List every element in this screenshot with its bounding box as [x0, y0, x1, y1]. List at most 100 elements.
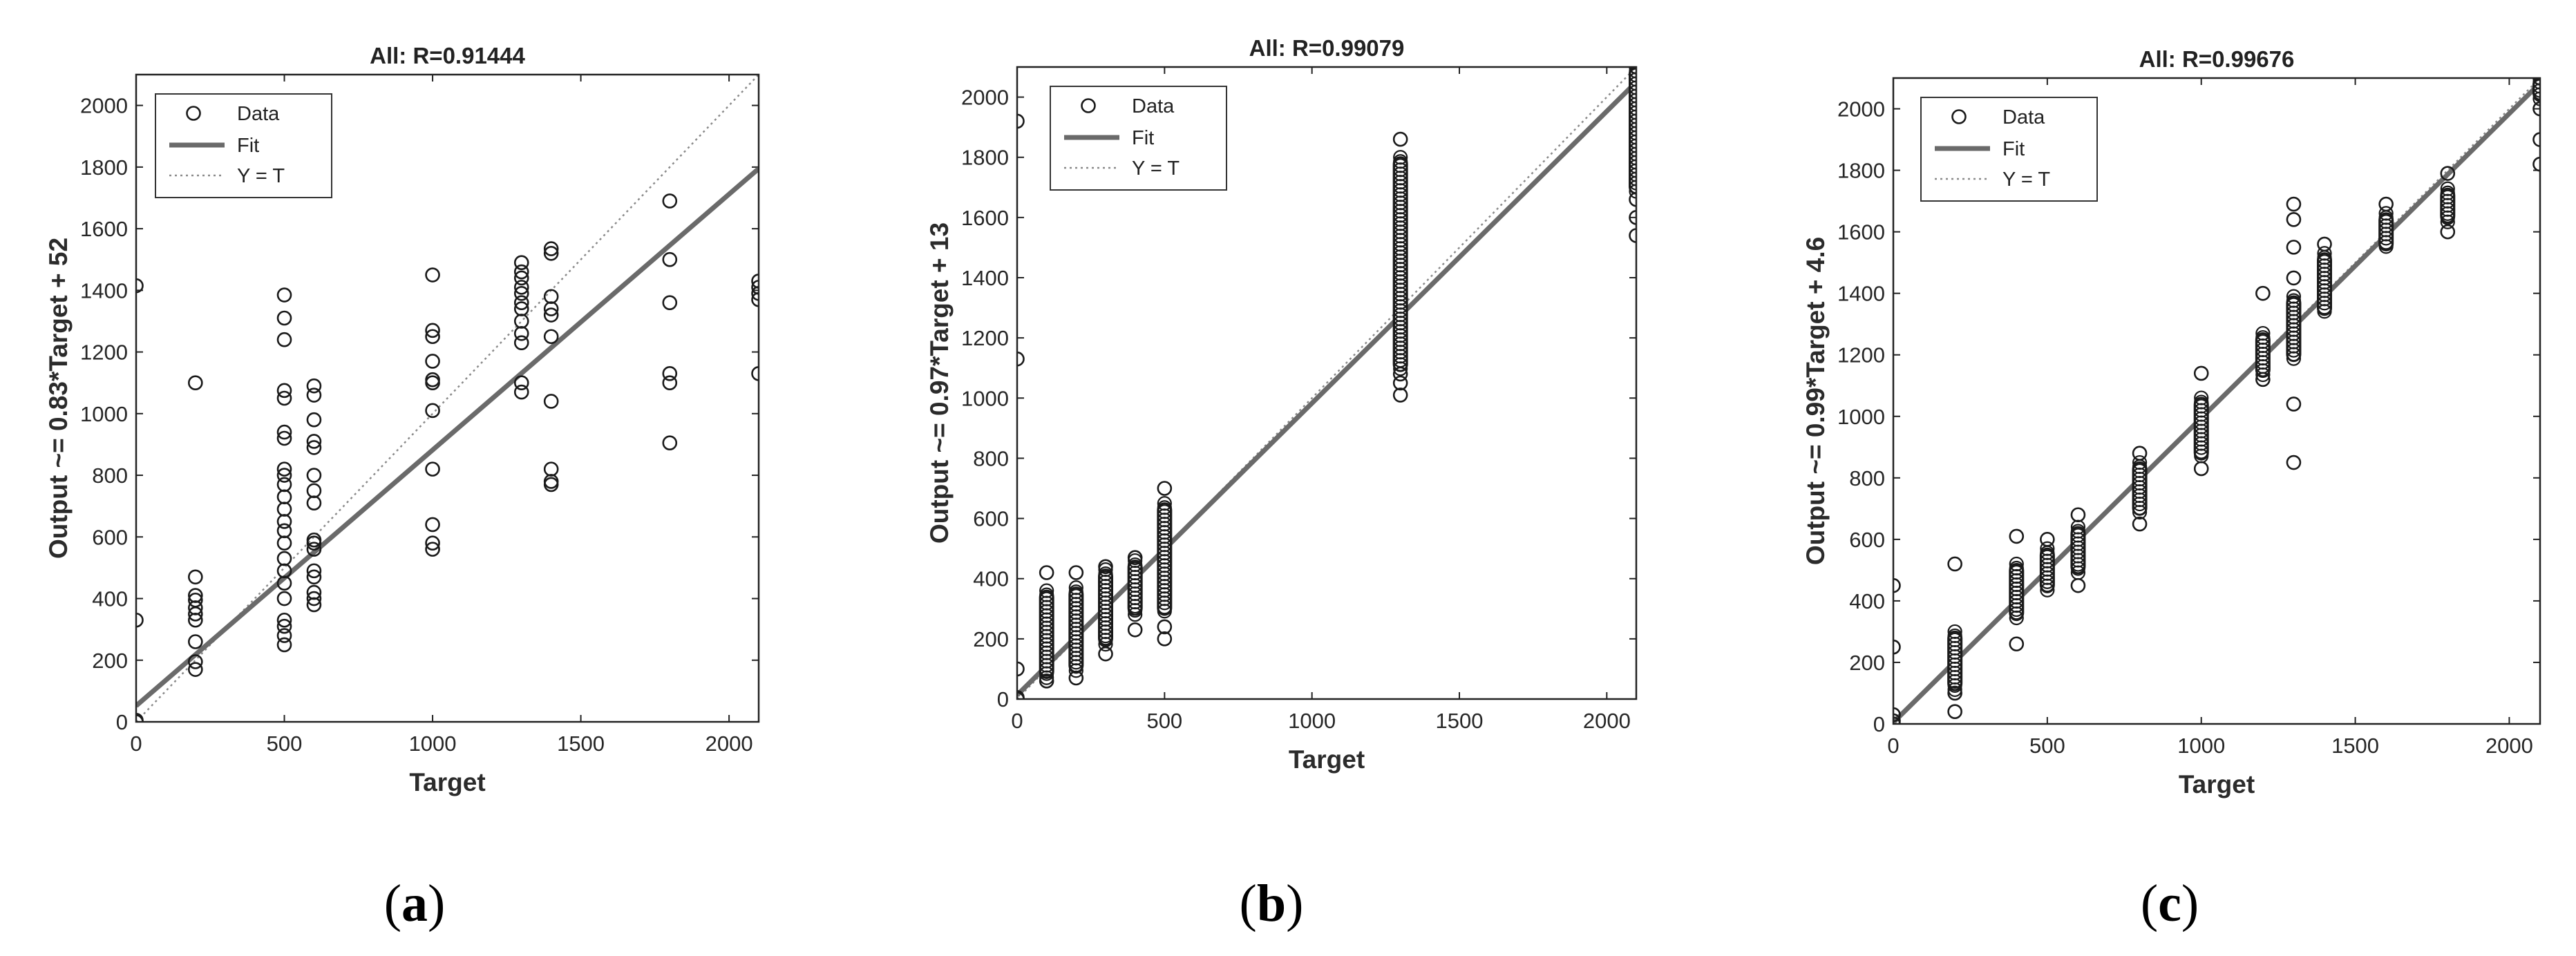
y-axis-label: Output ~= 0.83*Target + 52: [44, 238, 73, 559]
data-point: [2532, 87, 2540, 102]
data-point: [1068, 663, 1083, 678]
y-tick-label: 400: [92, 587, 128, 611]
legend-label: Y = T: [237, 165, 285, 187]
data-point: [513, 295, 529, 310]
data-point: [543, 461, 559, 477]
data-point: [1629, 180, 1636, 195]
data-point: [1629, 117, 1636, 133]
data-point: [2070, 507, 2086, 523]
data-point: [513, 384, 529, 400]
data-point: [543, 307, 559, 323]
chart-title: All: R=0.99079: [1249, 35, 1405, 61]
scatter-chart-a: All: R=0.91444 0 500 1000 1500 2000 0 200 400 600…: [44, 43, 760, 796]
data-point: [1629, 97, 1636, 112]
data-point: [1629, 67, 1636, 79]
data-point: [1947, 704, 1962, 719]
y-tick-label: 1000: [1837, 405, 1885, 429]
data-point: [1629, 151, 1636, 166]
data-point: [2009, 610, 2024, 626]
legend-data-marker: [186, 106, 201, 121]
caption-c: (c): [2140, 874, 2199, 933]
y-tick-label: 600: [1849, 528, 1885, 552]
data-point: [1392, 388, 1408, 403]
data-point: [276, 477, 292, 493]
data-point: [425, 329, 440, 345]
data-point: [276, 523, 292, 539]
y-tick-label: 1800: [961, 146, 1009, 170]
data-point: [2255, 367, 2271, 383]
data-point: [2286, 347, 2302, 362]
data-point: [2532, 132, 2540, 147]
data-point: [1157, 481, 1173, 496]
data-point: [2009, 528, 2025, 544]
data-point: [2255, 363, 2271, 379]
data-point: [1629, 88, 1636, 104]
y-tick-label: 200: [1849, 651, 1885, 675]
data-point: [2440, 214, 2455, 229]
data-point: [1947, 556, 1962, 572]
data-point: [2132, 446, 2148, 461]
data-point: [2286, 212, 2302, 227]
data-point: [1098, 629, 1113, 644]
data-point: [2009, 636, 2025, 652]
legend-label: Data: [2002, 106, 2045, 128]
y-axis-label: Output ~= 0.97*Target + 13: [925, 222, 954, 544]
data-point: [1068, 655, 1083, 670]
data-point: [188, 588, 203, 603]
data-point: [751, 285, 759, 301]
data-point: [2532, 78, 2540, 90]
data-point: [513, 264, 529, 280]
data-point: [2132, 504, 2148, 520]
data-point: [1128, 598, 1143, 614]
data-point: [1893, 713, 1901, 724]
data-point: [1128, 602, 1143, 618]
legend-label: Fit: [237, 135, 259, 157]
data-point: [1039, 673, 1054, 689]
plot-content: [1017, 67, 1636, 699]
data-point: [2193, 365, 2209, 381]
data-point: [2194, 440, 2209, 455]
y-tick-label: 1200: [1837, 343, 1885, 367]
data-point: [2317, 296, 2332, 311]
data-point: [1629, 138, 1636, 153]
data-point: [513, 375, 529, 390]
data-point: [662, 375, 678, 390]
data-point: [2286, 196, 2302, 212]
y-tick-label: 0: [997, 687, 1009, 711]
data-point: [1629, 146, 1636, 162]
data-point: [1098, 637, 1113, 652]
data-point: [2040, 582, 2055, 598]
caption-a: (a): [383, 874, 446, 933]
data-point: [2532, 79, 2540, 94]
x-tick-label: 1500: [2331, 734, 2379, 758]
data-point: [1629, 184, 1636, 199]
y-tick-label: 1200: [80, 341, 128, 365]
data-point: [1039, 565, 1054, 580]
data-point: [276, 287, 292, 303]
data-point: [2193, 461, 2209, 477]
data-point: [1629, 134, 1636, 149]
data-point: [2040, 574, 2055, 589]
data-point: [1893, 707, 1901, 723]
y-tick-label: 600: [92, 525, 128, 549]
x-tick-label: 2000: [1583, 709, 1631, 733]
data-point: [751, 291, 759, 307]
data-point: [1068, 659, 1083, 674]
legend-label: Data: [237, 103, 280, 125]
data-point: [188, 634, 203, 649]
data-point: [306, 563, 322, 579]
data-point: [306, 468, 322, 483]
data-point: [1629, 167, 1636, 182]
data-point: [1017, 690, 1025, 699]
data-point: [1068, 565, 1084, 580]
data-point: [1629, 76, 1636, 91]
data-point: [513, 285, 529, 301]
data-point: [2317, 236, 2332, 252]
y-tick-label: 1800: [1837, 159, 1885, 183]
data-point: [1893, 577, 1901, 593]
data-point: [188, 569, 203, 585]
data-point: [1629, 101, 1636, 116]
data-point: [513, 270, 529, 286]
scatter-chart-c: All: R=0.99676 0 500 1000 1500 2000 0 200 400 600…: [1801, 46, 2541, 799]
data-point: [1947, 673, 1962, 689]
